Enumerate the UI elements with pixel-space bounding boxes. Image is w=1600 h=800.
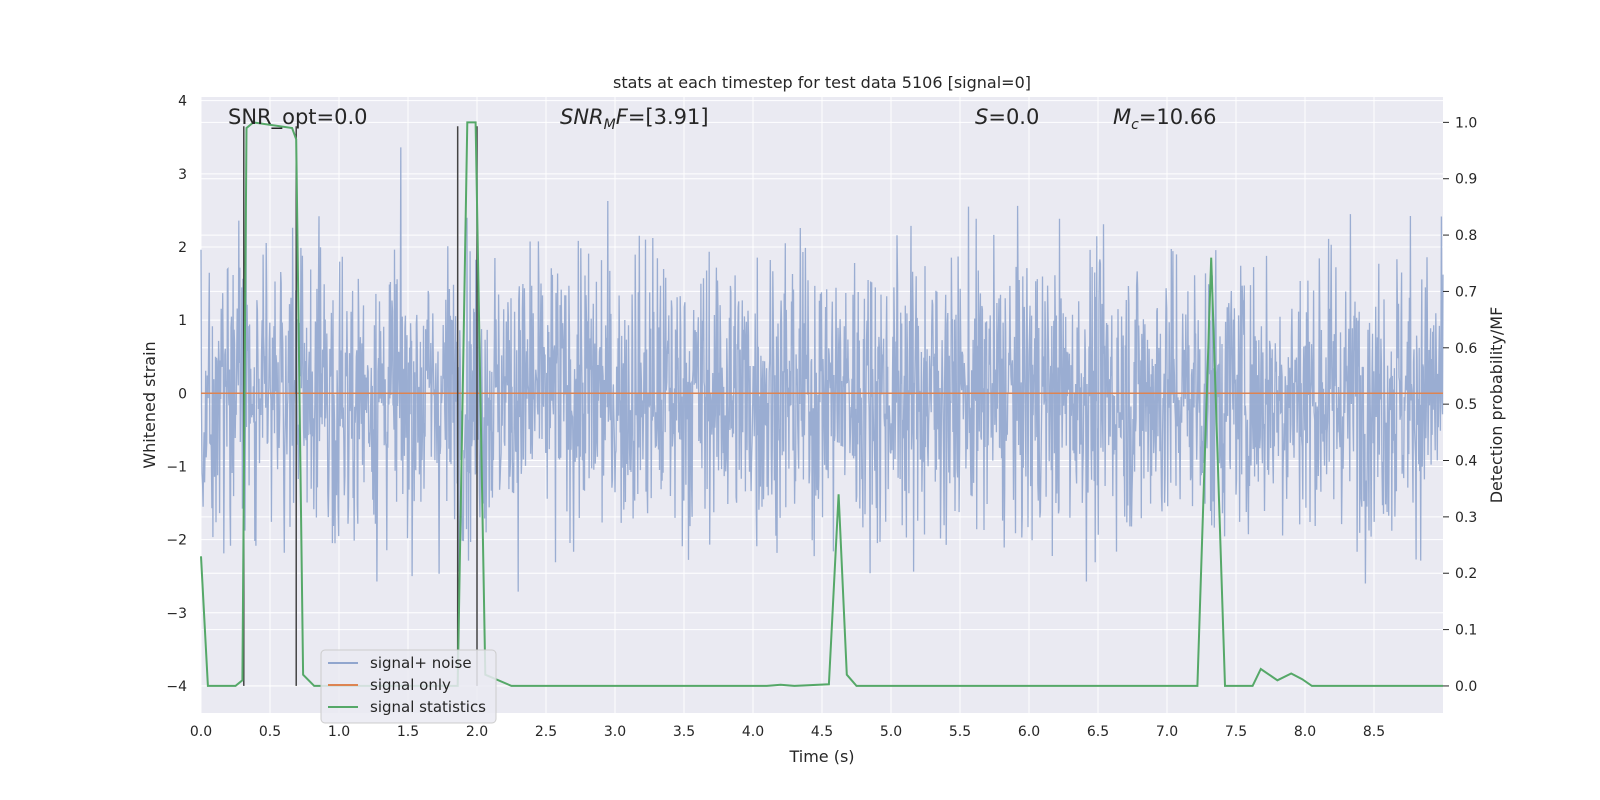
y-right-tick-label: 0.0 <box>1455 679 1477 695</box>
y-left-tick-label: −4 <box>166 679 187 695</box>
x-tick-label: 4.0 <box>742 724 764 740</box>
y-right-tick-label: 0.8 <box>1455 228 1477 244</box>
annotation-mc-sub: c <box>1131 117 1139 133</box>
x-tick-label: 7.0 <box>1156 724 1178 740</box>
y-left-tick-label: 2 <box>178 240 187 256</box>
y-left-tick-label: −2 <box>166 533 187 549</box>
y-left-tick-label: −3 <box>166 606 187 622</box>
annotation-s: S=0.0 <box>975 105 1039 129</box>
annotation-snr-mf-rest: F <box>616 105 629 129</box>
y-right-tick-label: 0.5 <box>1455 397 1477 413</box>
y-left-tick-label: −1 <box>166 459 187 475</box>
annotation-mc-value: =10.66 <box>1139 105 1217 129</box>
legend: signal+ noise signal only signal statist… <box>320 649 497 724</box>
legend-label-signal-only: signal only <box>370 676 451 694</box>
x-tick-label: 7.5 <box>1225 724 1247 740</box>
chart-title: stats at each timestep for test data 510… <box>613 73 1031 92</box>
y-left-tick-label: 1 <box>178 313 187 329</box>
x-tick-label: 0.0 <box>190 724 212 740</box>
annotation-snr-mf-main: SNR <box>560 105 604 129</box>
signal-statistics-line <box>200 121 1443 687</box>
x-tick-label: 2.0 <box>466 724 488 740</box>
x-tick-label: 1.0 <box>328 724 350 740</box>
y-left-tick-label: 3 <box>178 167 187 183</box>
x-axis-label: Time (s) <box>788 747 854 766</box>
x-tick-label: 5.5 <box>949 724 971 740</box>
x-tick-label: 3.5 <box>673 724 695 740</box>
legend-label-statistics: signal statistics <box>370 698 486 716</box>
y-right-tick-labels: 1.0 0.9 0.8 0.7 0.6 0.5 0.4 0.3 0.2 0.1 0.0 <box>1443 115 1477 695</box>
x-tick-labels: 0.0 0.5 1.0 1.5 2.0 2.5 3.0 3.5 4.0 4.5 5.0 5.5 6.0 6… <box>190 724 1385 740</box>
signal-plus-noise-line <box>200 147 1444 592</box>
y-left-tick-label: 4 <box>178 94 187 110</box>
x-tick-label: 8.0 <box>1294 724 1316 740</box>
x-tick-label: 3.0 <box>604 724 626 740</box>
y-right-tick-label: 0.6 <box>1455 341 1477 357</box>
y-right-tick-label: 1.0 <box>1455 115 1477 131</box>
x-tick-label: 6.5 <box>1087 724 1109 740</box>
y-right-tick-label: 0.7 <box>1455 284 1477 300</box>
y-right-tick-label: 0.1 <box>1455 623 1477 639</box>
annotation-s-value: =0.0 <box>988 105 1039 129</box>
annotation-snr-mf-value: =[3.91] <box>628 105 709 129</box>
legend-label-noise: signal+ noise <box>370 654 472 672</box>
statistics-series <box>200 121 1443 687</box>
y-right-tick-label: 0.9 <box>1455 172 1477 188</box>
x-tick-label: 4.5 <box>811 724 833 740</box>
annotation-snr-mf: SNRMF=[3.91] <box>560 105 709 133</box>
annotation-s-label: S <box>975 105 988 129</box>
noise-series <box>200 147 1444 592</box>
y-right-tick-label: 0.4 <box>1455 454 1477 470</box>
annotation-mc: Mc=10.66 <box>1113 105 1217 133</box>
x-tick-label: 0.5 <box>259 724 281 740</box>
y-right-tick-label: 0.2 <box>1455 566 1477 582</box>
y-left-tick-label: 0 <box>178 386 187 402</box>
x-tick-label: 6.0 <box>1018 724 1040 740</box>
y-axis-left-label: Whitened strain <box>140 341 159 468</box>
annotation-snr-opt: SNR_opt=0.0 <box>228 105 368 130</box>
x-tick-label: 5.0 <box>880 724 902 740</box>
y-right-tick-label: 0.3 <box>1455 510 1477 526</box>
y-axis-right-label: Detection probability/MF <box>1487 307 1506 504</box>
y-left-tick-labels: 4 3 2 1 0 −1 −2 −3 −4 <box>166 94 187 695</box>
legend-box <box>320 649 497 724</box>
x-tick-label: 8.5 <box>1363 724 1385 740</box>
x-tick-label: 1.5 <box>397 724 419 740</box>
annotation-snr-mf-sub: M <box>604 117 616 133</box>
annotation-mc-main: M <box>1113 105 1131 129</box>
x-tick-label: 2.5 <box>535 724 557 740</box>
